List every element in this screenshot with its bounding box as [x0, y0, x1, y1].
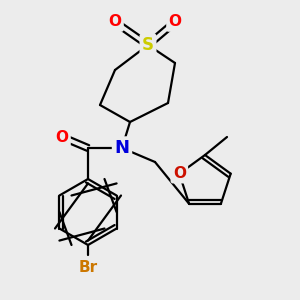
Text: O: O — [173, 166, 186, 181]
Text: Br: Br — [78, 260, 98, 274]
Text: S: S — [142, 36, 154, 54]
Text: O: O — [169, 14, 182, 29]
Text: N: N — [115, 139, 130, 157]
Text: O: O — [56, 130, 68, 145]
Text: O: O — [109, 14, 122, 29]
